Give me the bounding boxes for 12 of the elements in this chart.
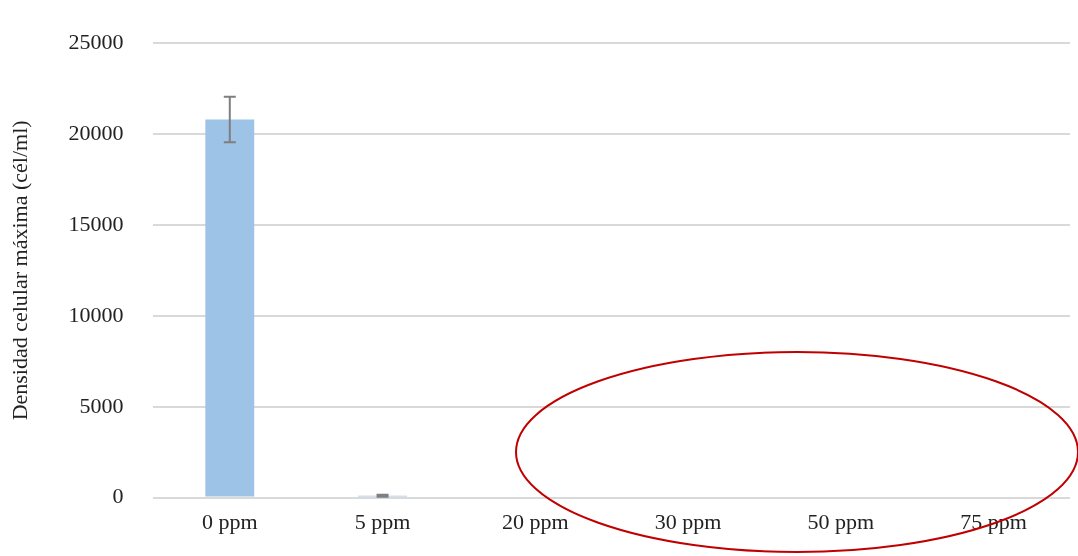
y-tick-label: 20000 (68, 119, 124, 145)
y-tick-label: 0 (112, 483, 124, 509)
y-tick-label: 15000 (68, 210, 124, 236)
x-tick-label: 20 ppm (502, 508, 569, 534)
y-tick-label: 10000 (68, 301, 124, 327)
y-axis-title: Densidad celular máxima (cél/ml) (6, 120, 32, 421)
x-tick-label: 0 ppm (201, 508, 258, 534)
y-tick-label: 25000 (68, 28, 124, 54)
y-tick-label: 5000 (79, 392, 124, 418)
x-tick-label: 5 ppm (354, 508, 411, 534)
x-tick-label: 50 ppm (807, 508, 875, 534)
x-tick-label: 30 ppm (654, 508, 722, 534)
